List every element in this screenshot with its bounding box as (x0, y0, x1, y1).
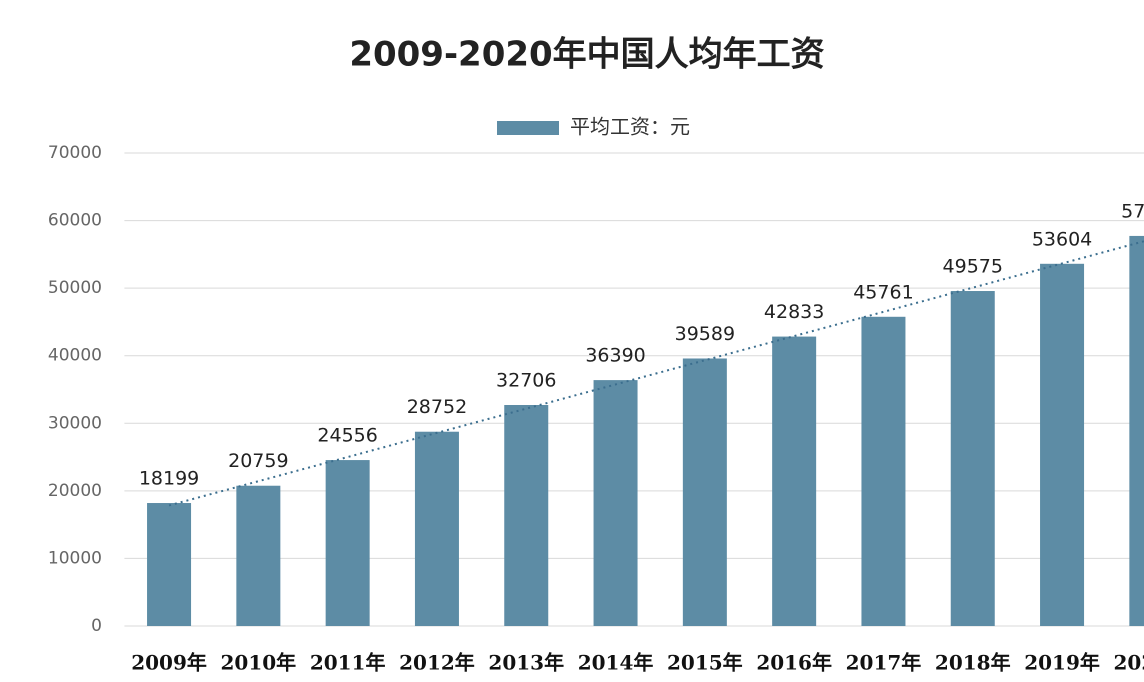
bar (504, 405, 549, 626)
legend: 平均工资：元 (497, 115, 690, 139)
y-tick-label: 50000 (48, 278, 102, 298)
data-label: 53604 (1032, 228, 1092, 250)
y-tick-label: 20000 (48, 481, 102, 501)
y-tick-label: 30000 (48, 413, 102, 433)
y-tick-label: 60000 (48, 211, 102, 231)
x-tick-label: 2014年 (578, 651, 654, 675)
bar (147, 503, 192, 626)
x-tick-label: 2009年 (131, 651, 207, 675)
y-tick-label: 70000 (48, 143, 102, 163)
trendline (168, 240, 1144, 507)
data-label: 57727 (1121, 200, 1144, 222)
data-label: 36390 (585, 345, 645, 367)
x-tick-label: 2011年 (310, 651, 386, 675)
x-tick-label: 2019年 (1024, 651, 1100, 675)
x-tick-label: 2017年 (846, 651, 922, 675)
x-tick-label: 2012年 (399, 651, 475, 675)
legend-label: 平均工资：元 (570, 115, 690, 139)
data-label: 28752 (407, 396, 467, 418)
x-tick-label: 2013年 (488, 651, 564, 675)
data-label: 39589 (675, 323, 735, 345)
data-label: 24556 (317, 425, 377, 447)
bar (1129, 235, 1144, 626)
bar (682, 358, 727, 626)
data-label: 20759 (228, 450, 288, 472)
data-label: 32706 (496, 370, 556, 392)
data-label: 18199 (139, 468, 199, 490)
bar (325, 460, 370, 626)
bar (414, 431, 459, 626)
x-tick-label: 2015年 (667, 651, 743, 675)
x-tick-label: 2016年 (756, 651, 832, 675)
chart-title: 2009-2020年中国人均年工资 (349, 35, 824, 75)
data-label: 45761 (853, 281, 913, 303)
y-tick-label: 10000 (48, 548, 102, 568)
bar (1040, 263, 1085, 626)
y-tick-label: 40000 (48, 346, 102, 366)
x-tick-label: 2020年 (1114, 651, 1144, 675)
bar (950, 291, 995, 626)
x-tick-label: 2010年 (221, 651, 297, 675)
y-tick-label: 0 (91, 616, 102, 636)
data-label: 42833 (764, 301, 824, 323)
bar (593, 380, 638, 626)
legend-swatch (497, 121, 559, 135)
bar (772, 336, 817, 626)
x-tick-label: 2018年 (935, 651, 1011, 675)
bar (236, 485, 281, 626)
data-label: 49575 (943, 256, 1003, 278)
bar (861, 316, 906, 626)
